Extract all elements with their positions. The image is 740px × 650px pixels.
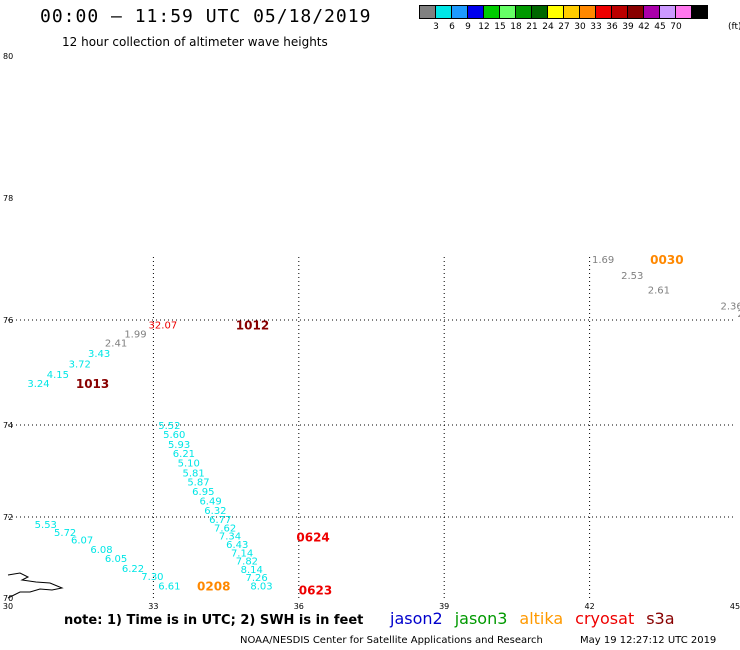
pass-time-label: 0030 [650, 253, 683, 267]
wave-height-value: 6.08 [90, 545, 112, 556]
legend-label: 18 [510, 22, 522, 32]
legend-label: 3 [433, 22, 439, 32]
wave-height-value: 7.34 [219, 531, 241, 542]
wave-height-value: 5.93 [168, 440, 190, 451]
note-text: note: 1) Time is in UTC; 2) SWH is in fe… [64, 613, 364, 628]
coastline-outline [7, 572, 64, 599]
legend-label: 15 [494, 22, 506, 32]
satellite-name: jason2 [390, 609, 443, 628]
wave-height-value: 1.69 [592, 255, 614, 266]
wave-height-value: 6.43 [226, 540, 248, 551]
wave-height-value: 8.03 [250, 581, 272, 592]
lat-tick-label: 72 [3, 513, 13, 522]
lat-tick-label: 80 [3, 52, 13, 61]
lon-tick-label: 42 [585, 602, 595, 611]
pass-time-label: 0624 [296, 530, 329, 544]
wave-height-value: 7.62 [214, 523, 236, 534]
wave-height-value: 5.72 [54, 528, 76, 539]
satellite-name: s3a [646, 609, 675, 628]
legend-label: 36 [606, 22, 618, 32]
wave-height-value: 7.30 [141, 572, 163, 583]
wave-height-value: 2.41 [105, 339, 127, 350]
legend-label: 6 [449, 22, 455, 32]
wave-height-value: 3.24 [27, 379, 49, 390]
wave-height-value: 6.95 [192, 487, 214, 498]
wave-height-value: 6.07 [71, 535, 93, 546]
pass-time-label: 1013 [76, 377, 109, 391]
wave-height-value: 8.14 [241, 565, 263, 576]
lat-lon-grid [8, 257, 735, 598]
legend-swatch [691, 5, 708, 19]
legend-swatches [419, 5, 708, 19]
wave-height-value: 3.72 [69, 360, 91, 371]
pass-time-labels: 1013 1012 0030 0624 0623 0208 [76, 253, 684, 597]
wave-height-value: 2 [737, 309, 740, 320]
lat-tick-label: 70 [3, 594, 13, 603]
legend-label: 24 [542, 22, 554, 32]
legend-label: 9 [465, 22, 471, 32]
wave-height-value: 6.22 [122, 564, 144, 575]
pass-time-label: 0208 [197, 579, 230, 593]
map-title: 00:00 – 11:59 UTC 05/18/2019 [40, 6, 372, 27]
satellite-name: jason3 [454, 609, 508, 628]
satellite-name: cryosat [575, 609, 635, 628]
wave-height-value: 7.14 [231, 548, 253, 559]
wave-height-value: 1.99 [124, 330, 146, 341]
wave-height-value: 7.82 [236, 557, 258, 568]
lon-tick-label: 33 [148, 602, 158, 611]
wave-height-value: 6.32 [204, 506, 226, 517]
legend-label: 45 [654, 22, 666, 32]
lon-tick-label: 45 [730, 602, 740, 611]
lon-tick-label: 30 [3, 602, 13, 611]
lat-tick-label: 78 [3, 194, 13, 203]
wave-height-value: 6.77 [209, 515, 231, 526]
lat-tick-label: 74 [3, 421, 13, 430]
wave-height-value: 5.10 [178, 459, 200, 470]
legend-label: 30 [574, 22, 586, 32]
satellite-legend: jason2 jason3 altika cryosat s3a [390, 609, 675, 628]
lon-tick-label: 36 [294, 602, 304, 611]
legend-label: 21 [526, 22, 538, 32]
coastline [7, 572, 64, 599]
satellite-name: altika [519, 609, 564, 628]
wave-height-value: 7.26 [245, 573, 267, 584]
wave-height-value: 2.36 [720, 302, 740, 313]
wave-height-value: 6.49 [199, 496, 221, 507]
wave-height-value: 5.53 [35, 520, 57, 531]
legend-labels: 3 6 9 12 15 18 21 24 27 30 33 36 39 42 45 70 [420, 22, 740, 36]
lon-tick-label: 39 [439, 602, 449, 611]
legend-label: 12 [478, 22, 490, 32]
pass-time-label: 1012 [236, 318, 269, 332]
legend-label: 70 [670, 22, 682, 32]
wave-height-value: 2.53 [621, 271, 643, 282]
wave-height-value: 2.61 [648, 286, 670, 297]
lat-tick-label: 76 [3, 316, 13, 325]
map-subtitle: 12 hour collection of altimeter wave hei… [62, 35, 328, 49]
legend-label: 33 [590, 22, 602, 32]
wave-height-value: 6.61 [158, 582, 180, 593]
legend-label: 39 [622, 22, 634, 32]
latitude-labels: 70 72 74 76 78 80 [3, 52, 13, 603]
longitude-labels: 30 33 36 39 42 45 [3, 602, 740, 611]
wave-height-value: 6.05 [105, 554, 127, 565]
pass-time-label: 0623 [299, 584, 332, 598]
wave-height-value: 5.81 [182, 468, 204, 479]
credit-text: NOAA/NESDIS Center for Satellite Applica… [240, 635, 543, 646]
legend-units: (ft) [728, 22, 740, 32]
legend-label: 42 [638, 22, 650, 32]
wave-height-value: 5.87 [187, 478, 209, 489]
wave-height-value: 5.52 [158, 421, 180, 432]
legend-label: 27 [558, 22, 570, 32]
wave-height-value: 32.07 [149, 320, 178, 331]
wave-height-value: 5.60 [163, 430, 185, 441]
wave-height-value: 6.21 [173, 449, 195, 460]
wave-height-value: 4.15 [47, 370, 69, 381]
timestamp-text: May 19 12:27:12 UTC 2019 [580, 635, 717, 646]
wave-height-value: 3.43 [88, 349, 110, 360]
